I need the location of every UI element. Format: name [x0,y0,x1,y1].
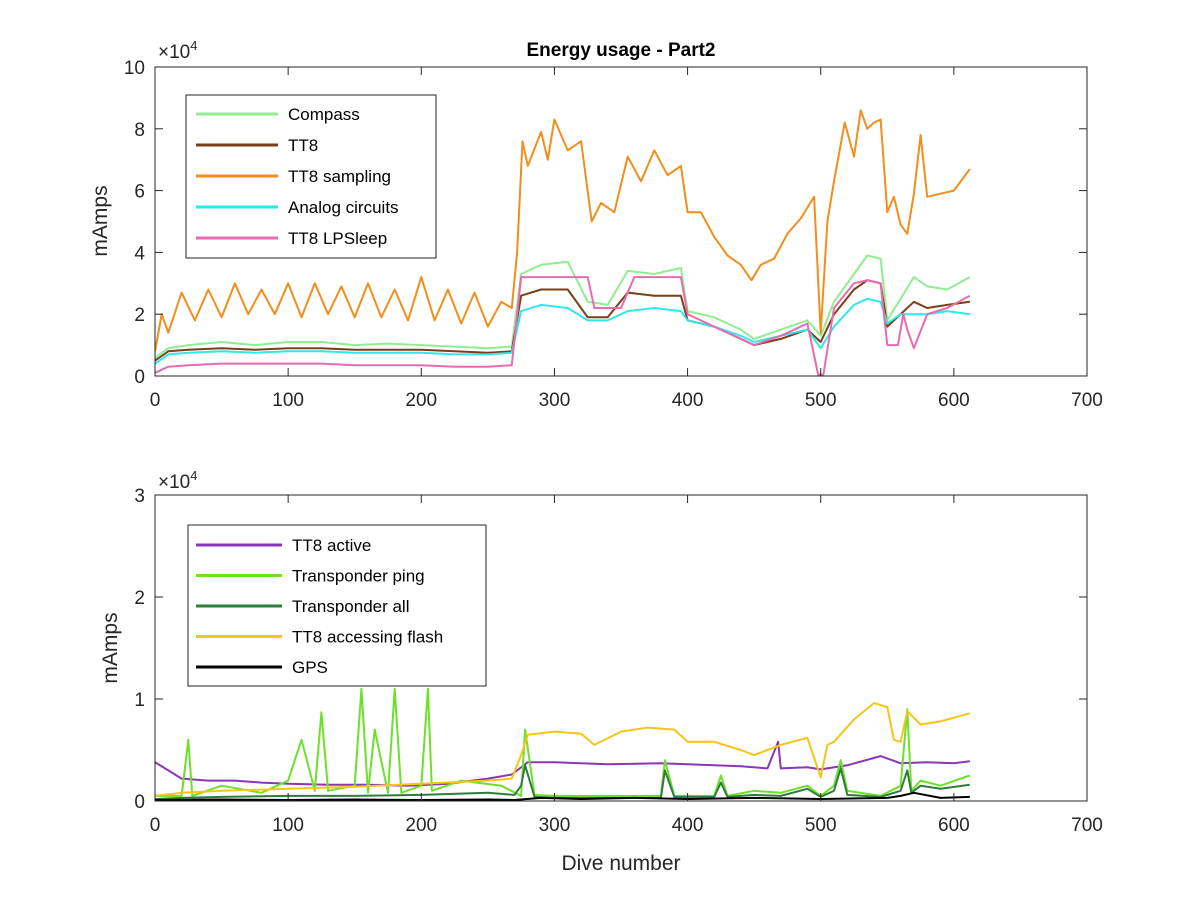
top-y-tick-label: 6 [134,182,145,203]
top-legend-label-compass: Compass [288,105,360,124]
bottom-legend: TT8 active Transponder ping Transponder al… [187,524,487,687]
bottom-series-tt8-active [155,740,970,787]
bottom-axes-box [154,494,1088,802]
bottom-x-tick-label: 700 [1071,815,1103,836]
bottom-x-tick-label: 300 [539,815,571,836]
top-x-tick-label: 400 [672,390,704,411]
bottom-series-transponder-ping [155,687,971,797]
top-x-tick-label: 300 [539,390,571,411]
top-series-analog-circuits [155,297,970,365]
bottom-plot-lines [155,687,971,801]
top-series-tt8-lpsleep [155,276,971,376]
top-y-tick-label: 2 [134,305,145,326]
top-x-tick-label: 700 [1071,390,1103,411]
bottom-x-tick-label: 100 [272,815,304,836]
bottom-series-transponder-all [155,764,970,800]
bottom-legend-label-gps: GPS [292,658,328,677]
x-axis-label: Dive number [561,852,680,875]
top-y-exponent: ×104 [158,38,197,63]
bottom-x-tick-label: 600 [938,815,970,836]
bottom-x-tick-label: 0 [150,815,161,836]
bottom-x-tick-label: 400 [672,815,704,836]
top-y-tick-label: 0 [134,367,145,388]
bottom-series-tt8-accessing-flash [155,702,971,797]
bottom-series-gps [155,791,970,801]
top-axes: Energy usage - Part2 ×104 0 100 200 300 400 5… [89,38,1103,411]
top-legend-label-tt8-lpsleep: TT8 LPSleep [288,229,387,248]
top-axes-box [154,66,1088,377]
bottom-legend-label-tt8-accessing-flash: TT8 accessing flash [292,628,443,647]
top-legend: Compass TT8 TT8 sampling Analog circuits TT8… [185,94,437,259]
bottom-x-tick-label: 200 [405,815,437,836]
top-legend-label-analog-circuits: Analog circuits [288,198,399,217]
bottom-legend-label-transponder-ping: Transponder ping [292,567,425,586]
bottom-axes: ×104 0 100 200 300 400 500 600 700 0 1 2 3 mAmps Di… [99,468,1103,875]
chart-title: Energy usage - Part2 [526,40,715,61]
top-x-tick-label: 500 [805,390,837,411]
bottom-legend-label-tt8-active: TT8 active [292,536,371,555]
top-plot-lines [155,109,971,376]
top-y-tick-label: 8 [134,120,145,141]
top-x-tick-label: 200 [405,390,437,411]
bottom-x-tick-label: 500 [805,815,837,836]
bottom-y-tick-label: 3 [134,486,145,507]
top-y-axis-label: mAmps [89,185,112,256]
top-x-tick-label: 600 [938,390,970,411]
bottom-y-axis-label: mAmps [99,612,122,683]
top-legend-label-tt8-sampling: TT8 sampling [288,167,391,186]
top-y-tick-label: 4 [134,243,145,264]
bottom-y-exponent: ×104 [158,468,197,493]
bottom-y-tick-label: 1 [134,690,145,711]
top-x-tick-label: 0 [150,390,161,411]
top-series-tt8-sampling [155,109,971,352]
bottom-legend-label-transponder-all: Transponder all [292,597,410,616]
top-series-compass [155,254,971,359]
top-ticks: 0 100 200 300 400 500 600 700 0 2 4 6 8 10 [124,58,1103,411]
top-y-tick-label: 10 [124,58,145,79]
top-legend-label-tt8: TT8 [288,136,318,155]
bottom-y-tick-label: 2 [134,588,145,609]
top-x-tick-label: 100 [272,390,304,411]
bottom-ticks: 0 100 200 300 400 500 600 700 0 1 2 3 [134,486,1102,836]
bottom-y-tick-label: 0 [134,792,145,813]
